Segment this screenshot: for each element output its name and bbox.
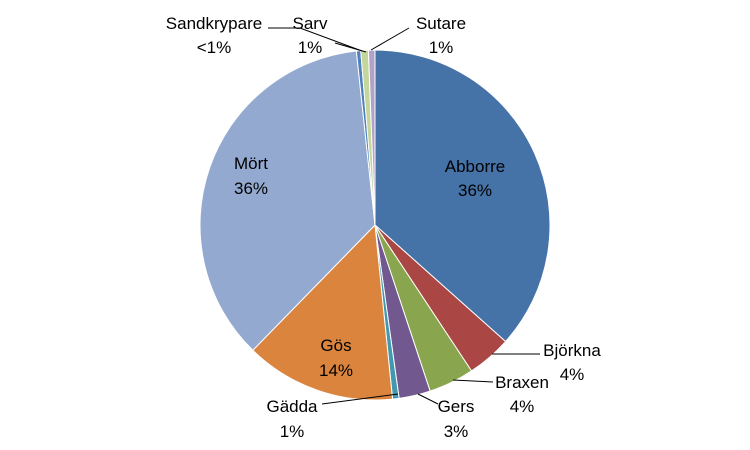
slice-value-sutare: 1% [429,38,454,57]
slice-label-bjorkna: Björkna [543,341,601,360]
leader-line-sarv [334,42,367,53]
slice-value-gos: 14% [319,361,353,380]
slice-value-mort: 36% [234,179,268,198]
slice-value-bjorkna: 4% [560,365,585,384]
slice-label-gadda: Gädda [266,397,318,416]
pie-slices [199,49,551,401]
slice-label-mort: Mört [234,154,268,173]
slice-label-abborre: Abborre [445,157,505,176]
pie-slice-mort [199,50,376,351]
leader-line-gadda [321,393,399,405]
slice-label-gos: Gös [320,336,351,355]
leader-line-gers [417,393,439,405]
slice-label-gers: Gers [438,397,475,416]
slice-value-sarv: 1% [298,38,323,57]
leader-line-sutare [370,27,410,51]
slice-value-braxen: 4% [510,397,535,416]
leader-line-braxen [452,379,494,383]
pie-slice-gos [252,223,394,401]
leader-lines [268,27,540,405]
slice-value-gers: 3% [444,422,469,441]
slice-label-braxen: Braxen [495,373,549,392]
slice-label-sarv: Sarv [293,14,328,33]
slice-label-sutare: Sutare [416,14,466,33]
slice-value-sandkrypare: <1% [197,38,232,57]
slice-value-gadda: 1% [280,422,305,441]
pie-slice-abborre [374,49,551,343]
slice-labels: Abborre 36% Björkna 4% Braxen 4% Gers 3% Gädda 1%… [166,14,602,441]
slice-label-sandkrypare: Sandkrypare [166,14,262,33]
slice-value-abborre: 36% [458,181,492,200]
leader-line-sandkrypare [268,27,363,52]
